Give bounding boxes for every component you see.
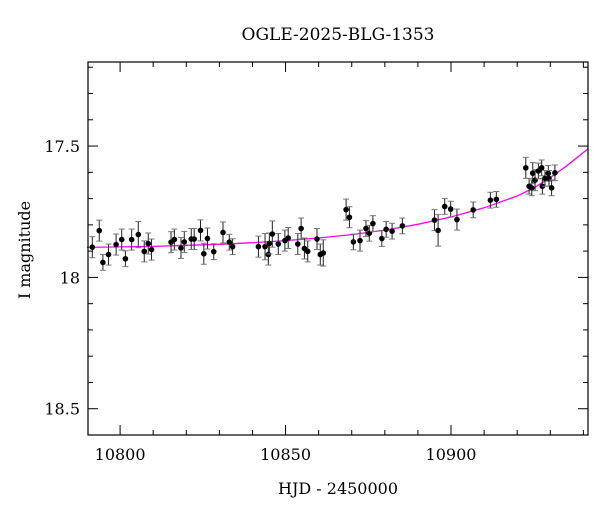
y-axis-label: I magnitude (15, 201, 34, 299)
data-point (204, 235, 211, 242)
data-point (529, 170, 536, 176)
data-point (379, 235, 385, 242)
y-tick-label: 18 (60, 268, 80, 287)
data-point (320, 250, 327, 256)
data-point (220, 229, 226, 236)
y-tick-label: 17.5 (44, 137, 80, 156)
data-point (197, 227, 204, 234)
data-point (113, 241, 119, 248)
data-point (545, 170, 552, 177)
data-point (346, 214, 353, 221)
data-point (171, 236, 178, 243)
data-point (294, 241, 301, 247)
data-point (487, 197, 494, 203)
data-point (435, 227, 441, 234)
data-point (122, 255, 129, 262)
data-point (89, 244, 96, 250)
data-point (454, 216, 460, 223)
x-axis-label: HJD - 2450000 (278, 479, 398, 498)
data-point (542, 175, 548, 182)
data-point (229, 243, 236, 250)
data-point (118, 236, 125, 243)
data-point (201, 250, 207, 257)
data-point (431, 217, 438, 223)
data-point (538, 165, 545, 171)
data-point (399, 223, 406, 229)
data-point (343, 206, 349, 213)
data-point (100, 259, 106, 266)
x-tick-label: 10850 (260, 445, 311, 464)
data-point (363, 225, 369, 232)
model-curve (86, 148, 589, 249)
data-point (493, 196, 500, 203)
data-point (141, 248, 148, 255)
x-tick-label: 10800 (95, 445, 146, 464)
data-point (135, 231, 142, 238)
data-point (210, 248, 217, 255)
plot-frame (87, 61, 589, 436)
data-point (96, 227, 103, 234)
data-point (285, 235, 291, 241)
data-point (383, 226, 389, 233)
x-tick-label: 10900 (426, 445, 477, 464)
chart-title: OGLE-2025-BLG-1353 (242, 25, 435, 45)
data-point (128, 236, 135, 243)
data-point (548, 185, 555, 191)
data-point (255, 243, 262, 250)
data-point (275, 241, 282, 247)
data-point (304, 248, 311, 255)
data-point (178, 245, 184, 251)
data-point (145, 240, 152, 247)
data-point (269, 231, 276, 237)
y-tick-label: 18.5 (44, 400, 80, 419)
data-point (298, 225, 304, 232)
data-point (181, 239, 188, 245)
data-point (447, 206, 454, 212)
data-point (314, 236, 320, 242)
data-point (552, 170, 558, 176)
data-point (522, 165, 529, 171)
data-point (389, 228, 395, 234)
data-point (266, 240, 273, 247)
data-point (148, 246, 155, 253)
data-point (226, 239, 233, 245)
data-point (532, 177, 538, 184)
data-point (528, 185, 535, 191)
data-point (191, 236, 198, 242)
data-point (441, 203, 448, 210)
data-point (350, 239, 357, 245)
data-point (370, 220, 376, 227)
data-point (357, 237, 363, 244)
data-point (105, 251, 112, 258)
data-point (470, 207, 476, 213)
data-point (265, 251, 272, 258)
data-point (262, 243, 268, 250)
